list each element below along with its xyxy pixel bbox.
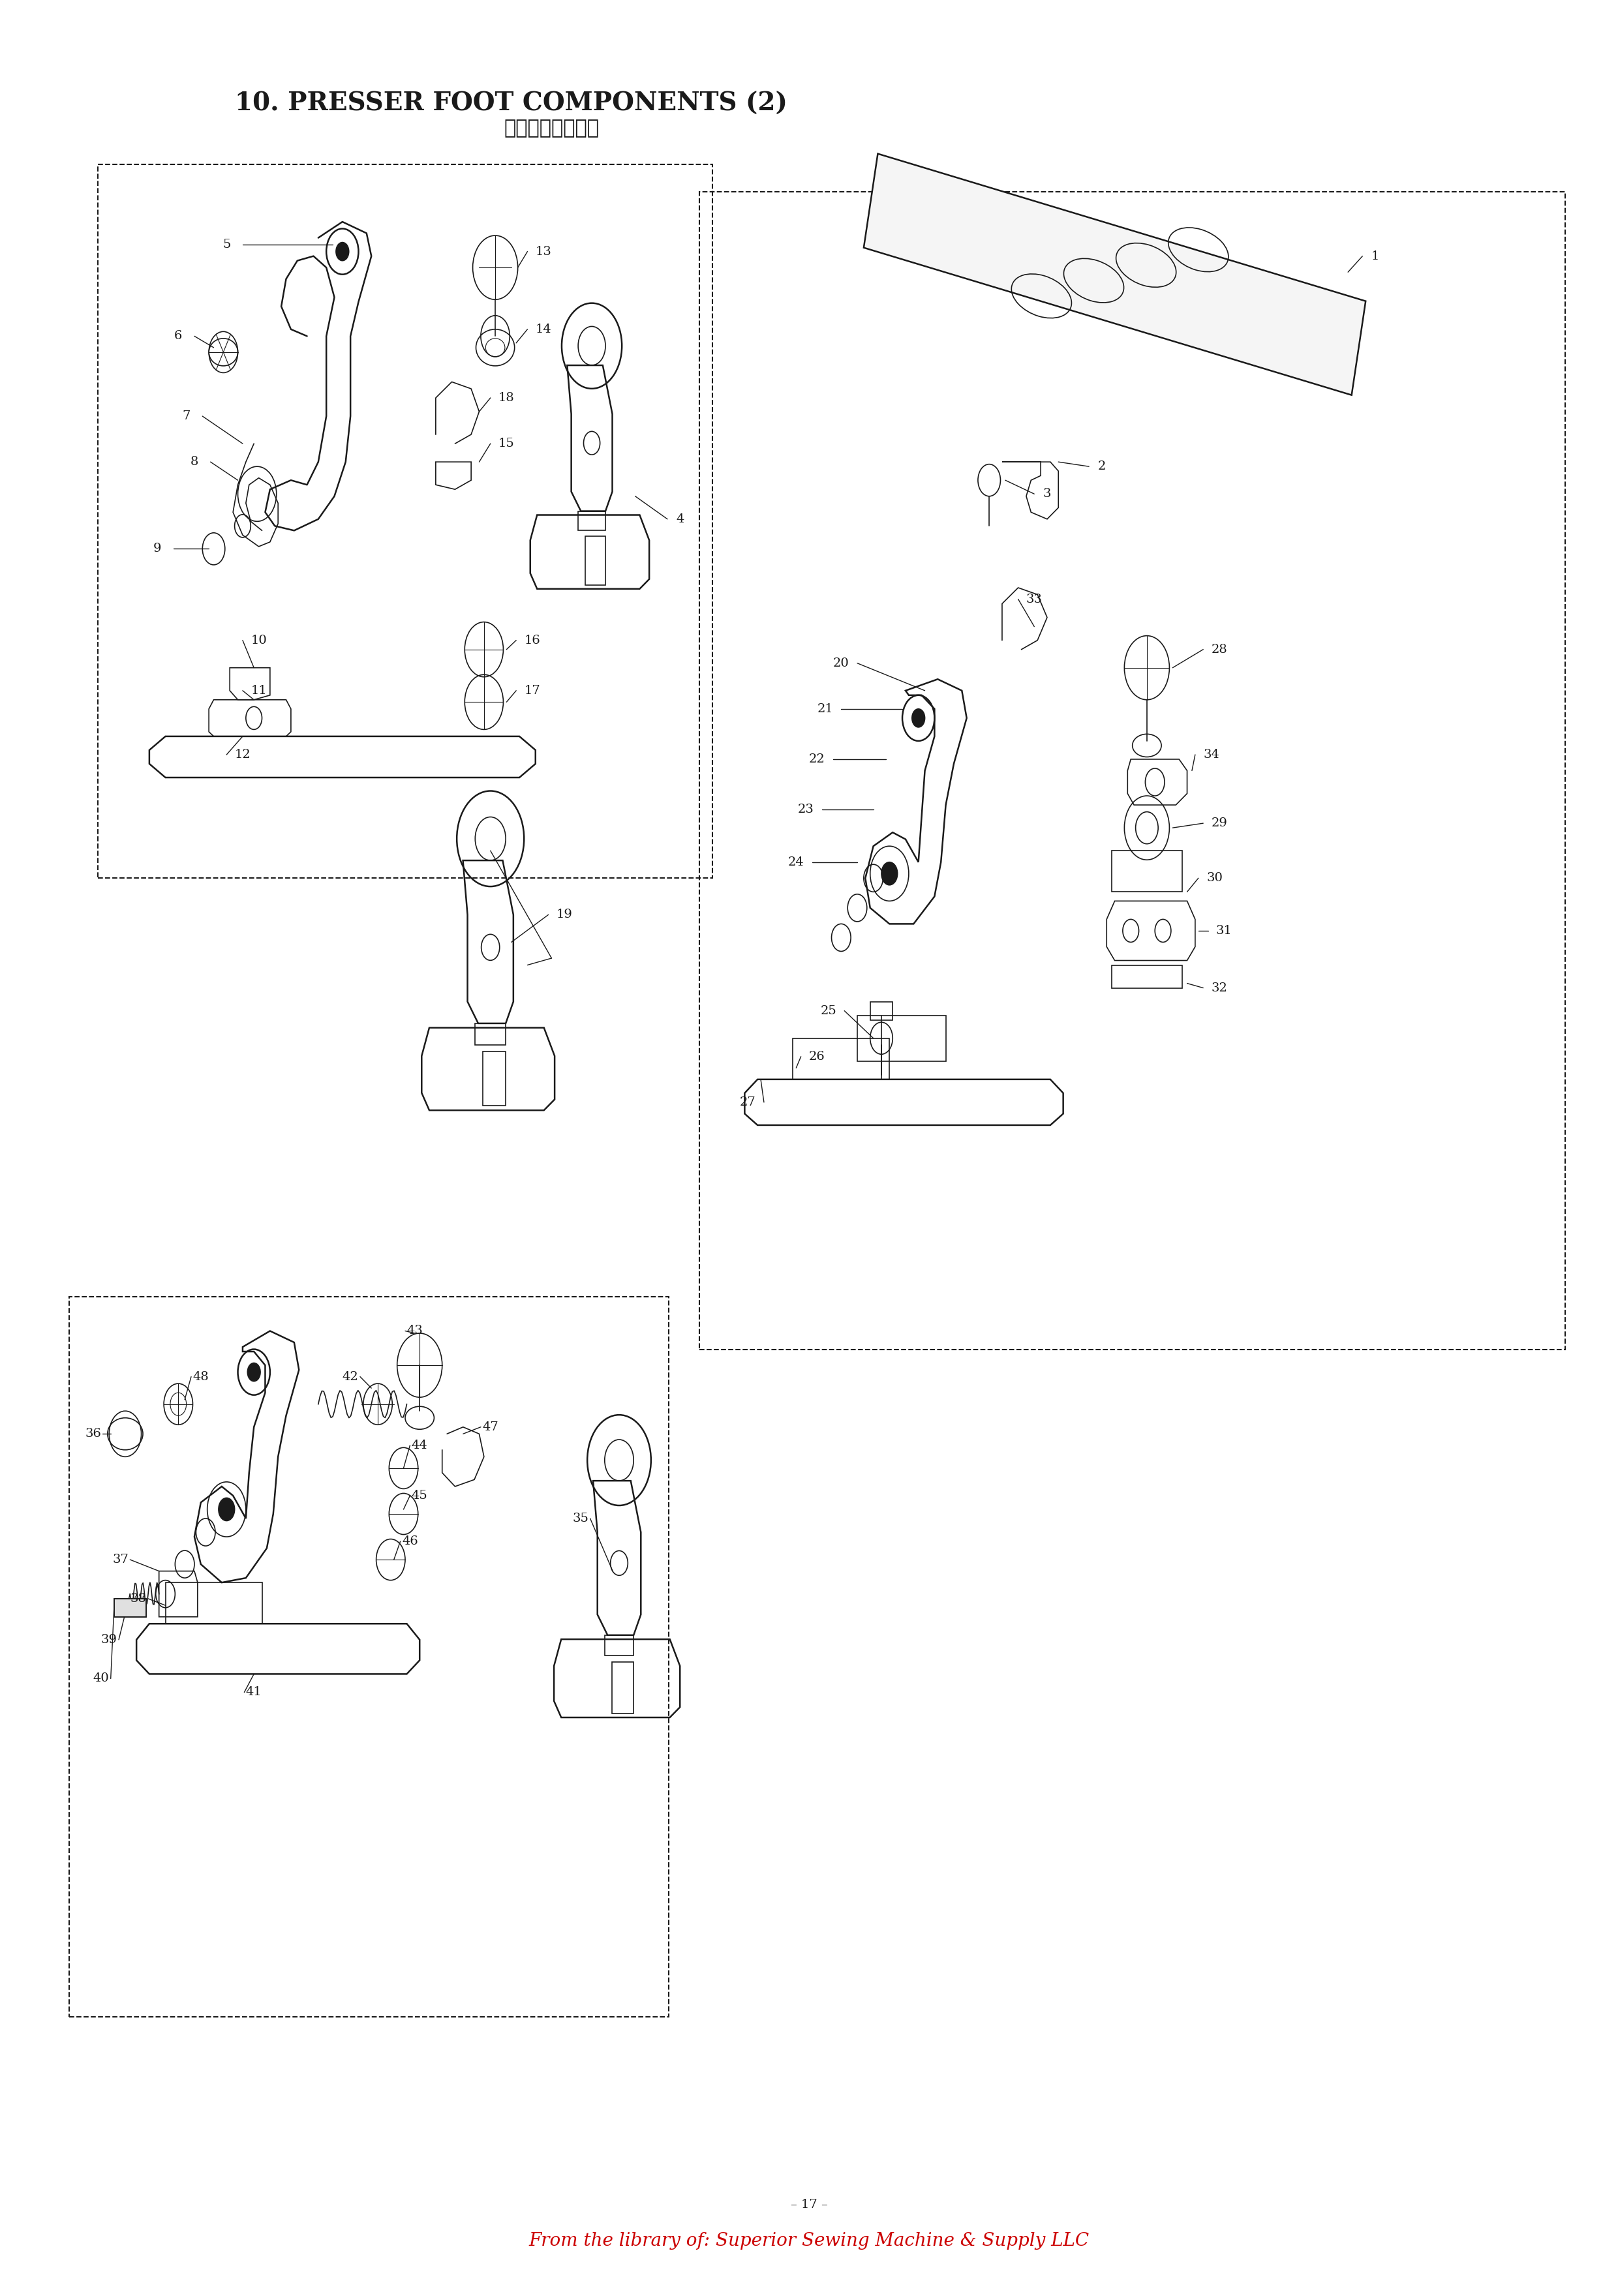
Text: 23: 23 [798,804,814,815]
Polygon shape [864,154,1366,395]
Text: 36: 36 [84,1428,102,1440]
Circle shape [913,709,925,728]
Bar [586,537,605,585]
Text: – 17 –: – 17 – [791,2200,827,2211]
Circle shape [218,1497,235,1520]
Text: 27: 27 [739,1097,756,1109]
Text: 39: 39 [100,1635,116,1646]
Text: 28: 28 [1212,643,1228,654]
Text: 18: 18 [498,393,515,404]
Bar [699,193,1565,1350]
Text: 30: 30 [1207,872,1223,884]
Text: 26: 26 [809,1052,825,1063]
Text: 6: 6 [175,331,183,342]
Text: 37: 37 [112,1554,128,1566]
Text: 35: 35 [573,1513,589,1525]
Bar [165,1582,262,1623]
Text: 押さえ関係（２）: 押さえ関係（２） [503,119,599,138]
Bar [870,1001,893,1019]
Text: 44: 44 [411,1440,427,1451]
Text: 7: 7 [183,411,191,422]
Bar [97,165,712,877]
Text: 9: 9 [154,542,162,556]
Text: From the library of: Superior Sewing Machine & Supply LLC: From the library of: Superior Sewing Mac… [529,2232,1089,2250]
Text: 47: 47 [482,1421,498,1433]
Text: 42: 42 [343,1371,359,1382]
Text: 22: 22 [809,753,825,765]
Text: 25: 25 [820,1006,837,1017]
Text: 15: 15 [498,439,515,450]
Bar [482,1052,506,1107]
Text: 33: 33 [1026,592,1042,606]
Text: 5: 5 [223,239,231,250]
Text: 41: 41 [246,1688,262,1699]
Text: 40: 40 [92,1674,108,1685]
Text: 45: 45 [411,1490,427,1502]
Bar [113,1598,146,1616]
Bar [858,1015,947,1061]
Text: 11: 11 [251,684,267,696]
Text: 10. PRESSER FOOT COMPONENTS (2): 10. PRESSER FOOT COMPONENTS (2) [235,92,788,117]
Text: 13: 13 [536,246,552,257]
Text: 29: 29 [1212,817,1228,829]
Text: 34: 34 [1204,748,1220,760]
Text: 48: 48 [193,1371,209,1382]
Text: 31: 31 [1217,925,1233,937]
Bar [1112,964,1183,987]
Text: 12: 12 [235,748,251,760]
Text: 14: 14 [536,324,552,335]
Text: 2: 2 [1097,461,1105,473]
Text: 43: 43 [406,1325,422,1336]
Text: 3: 3 [1044,489,1052,501]
Text: 32: 32 [1212,983,1228,994]
Circle shape [248,1364,260,1382]
Text: 1: 1 [1372,250,1380,262]
Circle shape [337,243,349,262]
Text: 46: 46 [401,1536,417,1548]
Text: 21: 21 [817,703,833,714]
Bar [70,1297,668,2018]
Text: 38: 38 [129,1593,146,1605]
Text: 4: 4 [676,514,684,526]
Text: 17: 17 [524,684,540,696]
Text: 24: 24 [788,856,804,868]
Text: 8: 8 [191,457,199,468]
Text: 16: 16 [524,634,540,645]
Bar [113,1598,146,1616]
Text: 19: 19 [557,909,573,921]
Bar [1112,852,1183,891]
Bar [793,1038,890,1079]
Circle shape [882,861,898,884]
Text: 10: 10 [251,634,267,645]
Text: 20: 20 [833,657,849,668]
Bar [612,1662,634,1713]
